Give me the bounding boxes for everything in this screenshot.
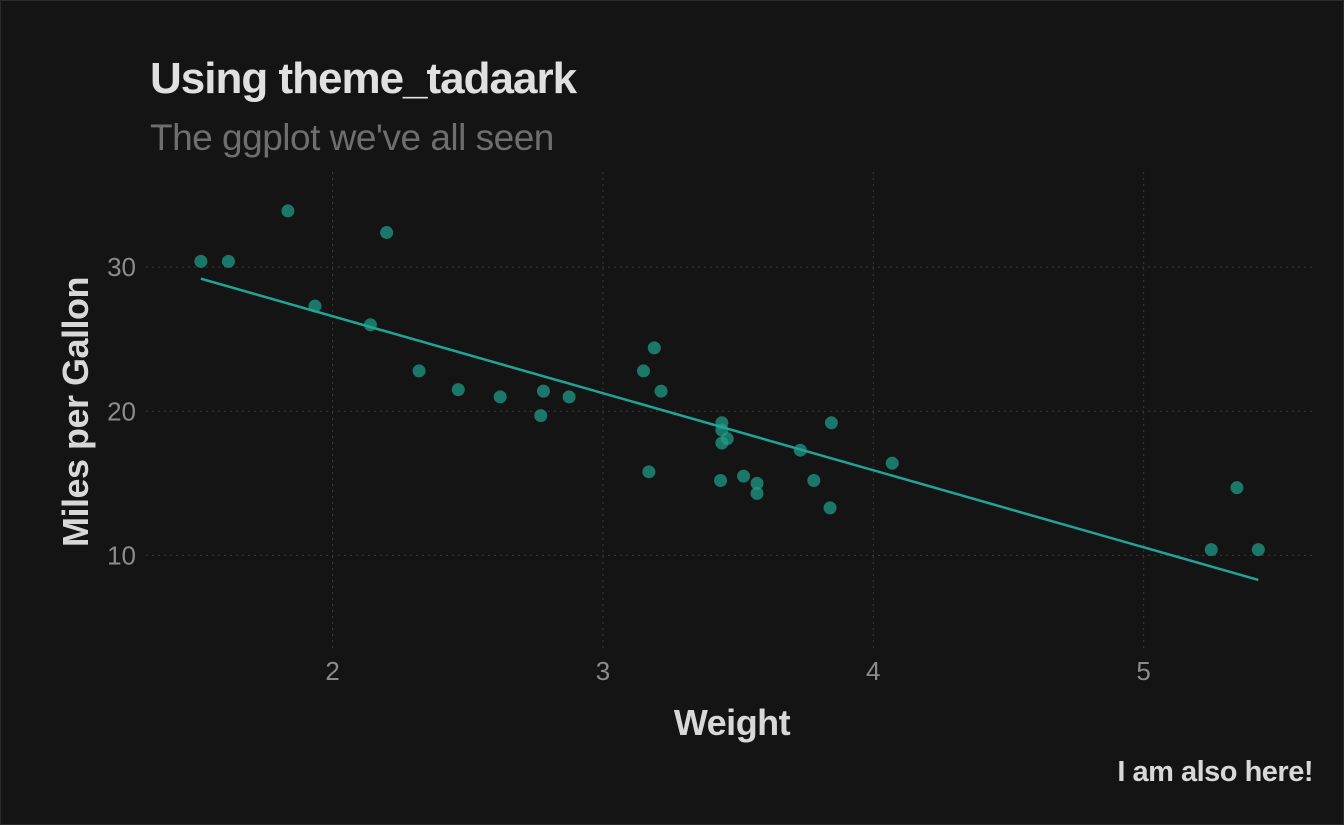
- data-point: [1204, 543, 1218, 557]
- data-point: [750, 486, 764, 500]
- data-point: [824, 416, 838, 430]
- grid: [146, 172, 1314, 652]
- data-point: [642, 465, 656, 479]
- y-axis-label: Miles per Gallon: [55, 276, 96, 548]
- trend-line: [200, 277, 1259, 582]
- data-point: [647, 341, 661, 355]
- chart-caption: I am also here!: [1117, 756, 1313, 788]
- trend-line-layer: [200, 277, 1259, 582]
- data-point: [714, 473, 728, 487]
- data-points: [194, 204, 1265, 557]
- data-point: [451, 383, 465, 397]
- x-tick-label: 3: [596, 656, 610, 686]
- data-point: [493, 390, 507, 404]
- x-tick-label: 2: [325, 656, 339, 686]
- y-tick-label: 30: [107, 252, 136, 282]
- data-point: [1251, 543, 1265, 557]
- chart-subtitle: The ggplot we've all seen: [150, 117, 554, 158]
- data-point: [807, 473, 821, 487]
- data-point: [750, 476, 764, 490]
- data-point: [221, 254, 235, 268]
- data-point: [536, 384, 550, 398]
- data-point: [636, 364, 650, 378]
- data-point: [1230, 481, 1244, 495]
- data-point: [720, 432, 734, 446]
- data-point: [562, 390, 576, 404]
- data-point: [654, 384, 668, 398]
- data-point: [380, 226, 394, 240]
- chart-title: Using theme_tadaark: [150, 54, 577, 103]
- y-tick-label: 10: [107, 540, 136, 570]
- data-point: [737, 469, 751, 483]
- x-tick-label: 4: [866, 656, 880, 686]
- data-point: [823, 501, 837, 515]
- data-point: [412, 364, 426, 378]
- data-point: [281, 204, 295, 218]
- data-point: [194, 254, 208, 268]
- x-tick-label: 5: [1136, 656, 1150, 686]
- data-point: [885, 456, 899, 470]
- y-tick-label: 20: [107, 396, 136, 426]
- tick-labels: 2 3 4 5 10 20 30: [107, 252, 1151, 686]
- x-axis-label: Weight: [673, 702, 791, 743]
- data-point: [534, 409, 548, 423]
